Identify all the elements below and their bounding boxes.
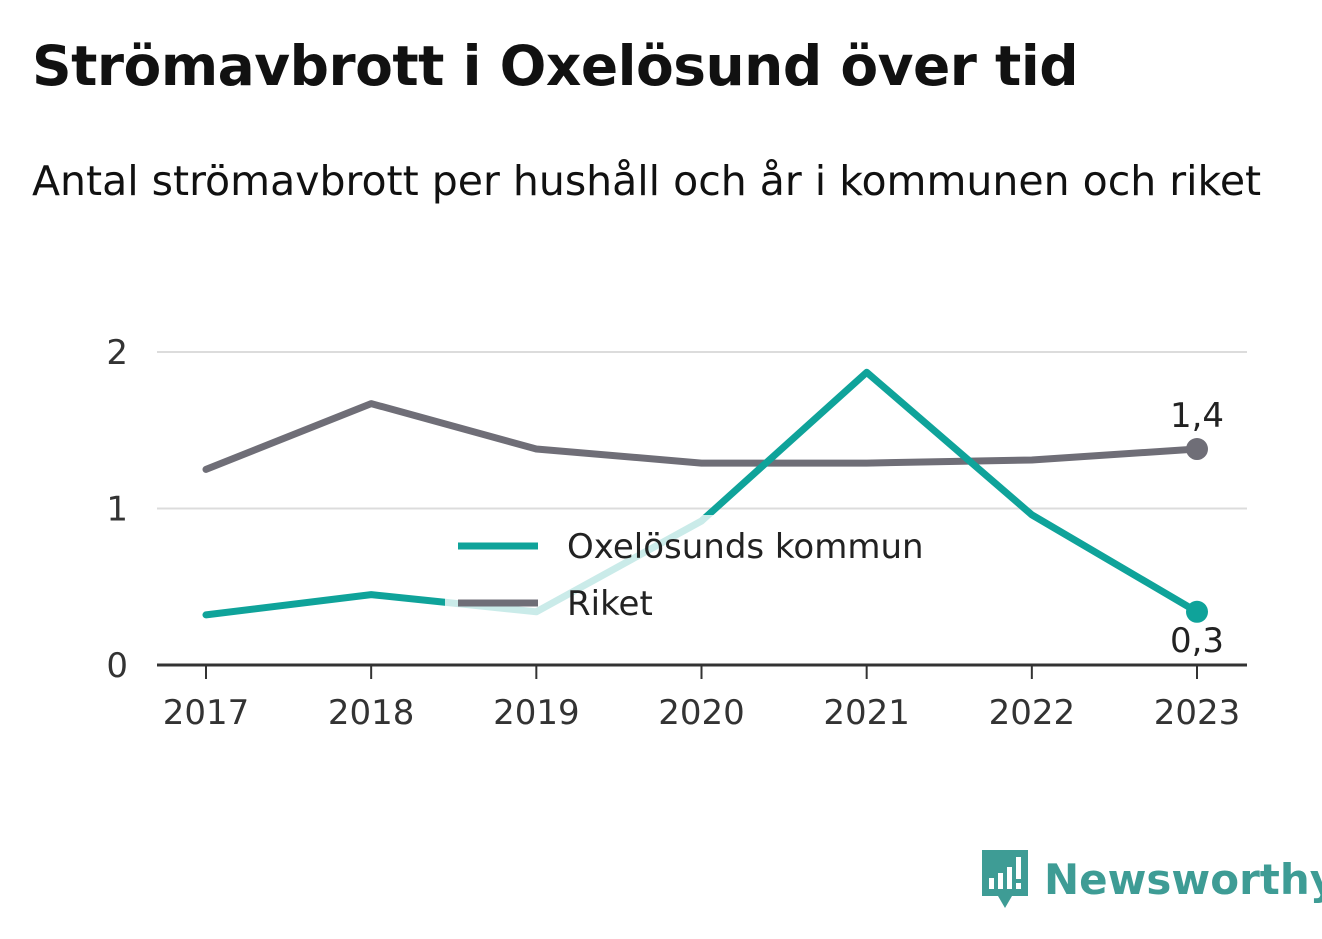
newsworthy-logo-icon: [982, 850, 1028, 908]
data-label: 0,3: [1170, 621, 1224, 661]
end-point-marker: [1186, 438, 1208, 461]
brand: Newsworthy: [980, 848, 1322, 910]
chart-title: Strömavbrott i Oxelösund över tid: [32, 34, 1079, 98]
x-tick-label: 2018: [328, 693, 415, 733]
x-tick-label: 2019: [493, 693, 580, 733]
chart-subtitle: Antal strömavbrott per hushåll och år i …: [32, 157, 1262, 205]
x-tick-label: 2021: [823, 693, 910, 733]
data-label: 1,4: [1170, 396, 1224, 436]
x-tick-label: 2023: [1154, 693, 1241, 733]
brand-name: Newsworthy: [1044, 854, 1322, 904]
x-tick-label: 2022: [989, 693, 1076, 733]
legend-label: Riket: [567, 584, 653, 624]
legend-background: [445, 515, 965, 633]
x-tick-label: 2017: [163, 693, 250, 733]
end-point-marker: [1186, 600, 1208, 623]
y-tick-label: 1: [106, 490, 128, 530]
series-line-riket: [202, 400, 1201, 473]
y-tick-label: 2: [106, 333, 128, 373]
y-tick-label: 0: [106, 646, 128, 686]
legend-label: Oxelösunds kommun: [567, 527, 924, 567]
x-tick-label: 2020: [658, 693, 745, 733]
